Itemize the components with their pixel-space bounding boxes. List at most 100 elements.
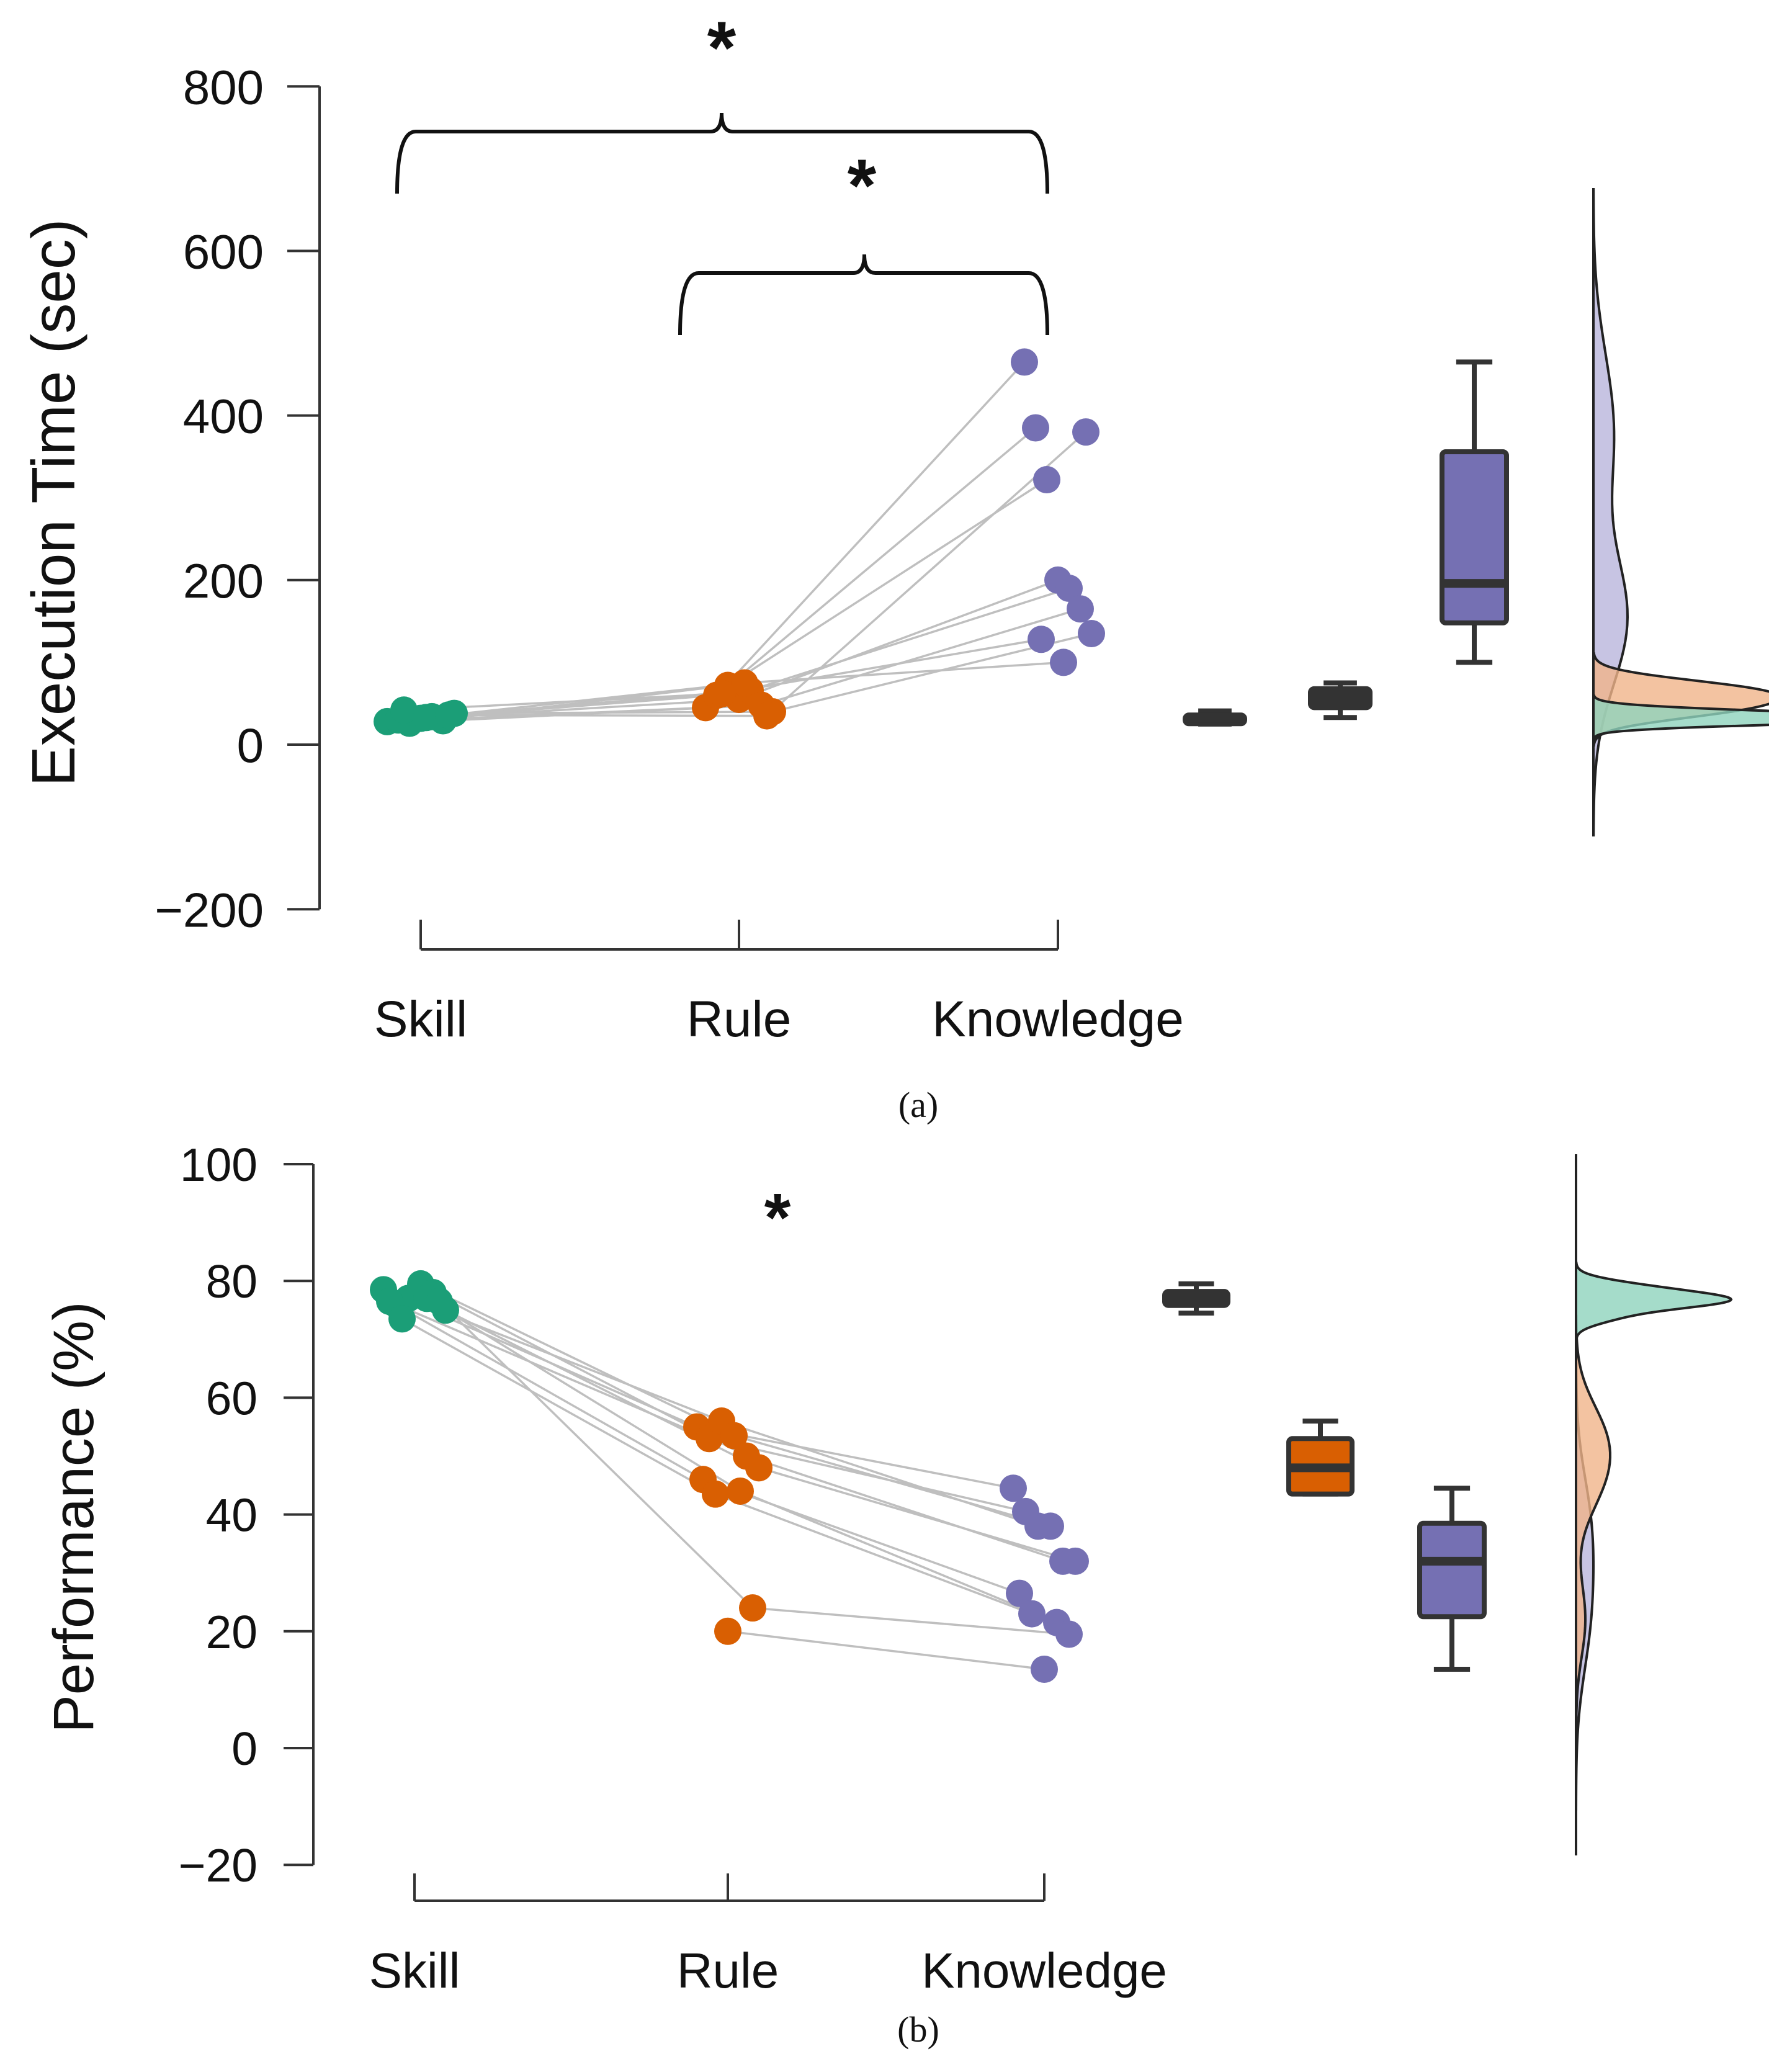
point-knowledge	[1018, 1600, 1046, 1628]
y-tick-label: 400	[183, 389, 264, 444]
point-skill	[390, 696, 418, 724]
boxplot-knowledge	[1440, 359, 1509, 665]
point-knowledge	[1028, 626, 1055, 653]
paired-line	[746, 1455, 1064, 1563]
y-tick-label: 800	[183, 60, 264, 114]
y-tick-label: 100	[180, 1139, 258, 1191]
y-tick-label: 40	[206, 1489, 258, 1541]
point-rule	[753, 702, 781, 730]
point-knowledge	[1072, 418, 1099, 446]
point-knowledge	[1078, 619, 1105, 647]
point-skill	[413, 704, 440, 732]
point-rule	[702, 1480, 729, 1508]
point-rule	[720, 1422, 748, 1450]
point-knowledge	[1000, 1474, 1027, 1502]
significance-star: *	[764, 1180, 791, 1256]
point-knowledge	[1062, 1547, 1089, 1575]
significance-bracket-skill-knowledge	[395, 112, 1049, 194]
density-plots	[1592, 187, 1769, 836]
x-tick-label: Rule	[687, 991, 792, 1047]
y-tick-label: 600	[183, 224, 264, 279]
point-rule	[739, 1594, 766, 1622]
box-iqr	[1440, 449, 1509, 626]
point-rule	[709, 679, 736, 707]
y-axis-title: Performance (%)	[42, 1301, 105, 1733]
significance-star: *	[707, 6, 737, 89]
point-rule	[714, 1617, 741, 1645]
density-plots	[1575, 1154, 1733, 1855]
paired-line	[389, 1300, 704, 1481]
point-skill	[435, 701, 462, 729]
significance-star: *	[848, 144, 877, 227]
y-tick-label: −20	[179, 1839, 258, 1891]
paired-line	[727, 1630, 1045, 1671]
y-tick-label: 20	[206, 1606, 258, 1658]
density-knowledge	[1592, 187, 1629, 836]
boxplot-rule	[1286, 1419, 1355, 1497]
paired-line	[420, 1283, 735, 1437]
y-tick-label: 80	[206, 1255, 258, 1307]
y-axis-title: Execution Time (sec)	[19, 219, 87, 787]
x-tick-label: Skill	[369, 1943, 460, 1998]
paired-line	[426, 1297, 741, 1492]
x-tick-label: Knowledge	[921, 1943, 1167, 1998]
paired-line	[750, 587, 1070, 692]
boxplot-skill	[1162, 1281, 1230, 1316]
y-tick-label: 0	[231, 1723, 258, 1775]
y-tick-label: 0	[237, 718, 264, 773]
paired-line	[426, 681, 745, 719]
paired-line	[401, 1317, 716, 1496]
point-rule	[731, 669, 758, 697]
point-knowledge	[1050, 648, 1077, 676]
paired-line	[752, 1607, 1070, 1636]
point-rule	[745, 1454, 773, 1482]
point-knowledge	[1033, 466, 1060, 494]
density-skill	[1592, 694, 1769, 740]
paired-line	[733, 1434, 1051, 1528]
point-knowledge	[1067, 595, 1094, 623]
paired-line	[766, 431, 1087, 717]
y-tick-label: 60	[206, 1372, 258, 1424]
x-tick-label: Skill	[374, 991, 467, 1047]
boxplot-rule	[1308, 680, 1373, 720]
paired-line	[704, 361, 1026, 709]
paired-line	[715, 1493, 1032, 1615]
boxplot-skill	[1183, 708, 1247, 727]
paired-line	[696, 1425, 1014, 1489]
paired-lines	[387, 361, 1092, 725]
point-knowledge	[1055, 575, 1083, 603]
paired-line	[715, 427, 1037, 696]
panel-a-execution-time: −200 0 200 400 600 800 Execution Time (sec) Ski…	[19, 6, 1769, 1125]
paired-lines	[383, 1283, 1076, 1671]
boxplot-knowledge	[1417, 1486, 1487, 1672]
point-knowledge	[1022, 414, 1049, 442]
point-knowledge	[1011, 348, 1038, 376]
point-knowledge	[1006, 1579, 1033, 1607]
point-knowledge	[1031, 1655, 1058, 1683]
paired-line	[740, 1490, 1057, 1624]
panel-label: (a)	[898, 1085, 938, 1125]
point-skill	[388, 1305, 416, 1333]
paired-line	[758, 1466, 1076, 1563]
paired-line	[744, 661, 1064, 684]
paired-line	[722, 638, 1042, 695]
point-rule	[727, 1477, 754, 1505]
paired-line	[709, 1437, 1026, 1513]
box-iqr	[1417, 1520, 1487, 1620]
point-knowledge	[1055, 1620, 1083, 1648]
paired-line	[761, 608, 1081, 707]
y-tick-label: −200	[155, 882, 264, 937]
panel-b-performance: −20 0 20 40 60 80 100 Performance (%) Skill Rule K…	[42, 1139, 1733, 2050]
point-skill	[426, 1288, 453, 1316]
x-tick-label: Rule	[677, 1943, 779, 1998]
significance-bracket-rule-knowledge	[678, 254, 1049, 336]
density-rule	[1575, 1314, 1612, 1738]
point-knowledge	[1037, 1512, 1064, 1540]
y-tick-label: 200	[183, 554, 264, 608]
density-skill	[1575, 1262, 1733, 1342]
panel-label: (b)	[897, 2009, 939, 2050]
paired-line	[438, 1300, 754, 1609]
x-tick-label: Knowledge	[932, 991, 1184, 1047]
paired-line	[454, 711, 773, 715]
